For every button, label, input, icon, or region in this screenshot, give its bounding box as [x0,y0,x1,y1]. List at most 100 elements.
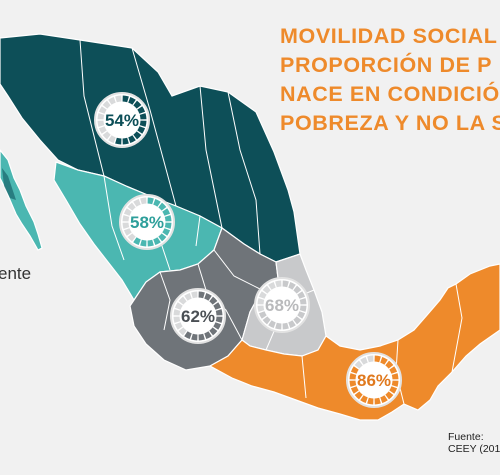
donut-segment [268,320,276,329]
title-line-4: POBREZA Y NO LA S [280,111,500,135]
donut-segment [173,316,181,323]
donut-segment [350,366,359,374]
donut-segment [299,305,307,312]
donut-segment [137,126,146,134]
donut-segment [293,316,302,325]
donut-segment [215,316,223,323]
donut-segment [360,356,368,365]
badge-ring [257,280,307,330]
donut-segment [367,355,374,363]
donut-segment [262,316,271,325]
donut-segment [102,100,111,109]
badge-sur: 86% [346,352,402,408]
donut-segment [391,380,399,387]
donut-segment [209,296,218,305]
badge-value-label: 54% [105,111,139,130]
donut-segment [275,322,282,330]
donut-segment [191,291,198,299]
donut-segment [191,333,198,341]
donut-segment [115,137,122,145]
donut-segment [140,197,147,205]
donut-segment [108,135,116,144]
donut-segment [257,298,265,305]
donut-segment [158,233,167,242]
donut-segment [354,391,363,400]
region-sur[interactable] [208,263,500,421]
donut-segment [204,292,212,301]
donut-segment [123,208,132,216]
donut-segment [258,291,267,299]
donut-segment [354,360,363,369]
donut-segment [184,331,192,340]
donut-segment [367,397,374,405]
badge-ring [173,291,223,341]
donut-segment [360,395,368,404]
donut-segment [127,233,136,242]
donut-segment [288,320,296,329]
donut-segment [389,366,398,374]
title-line-2: PROPORCIÓN DE P [280,53,493,77]
donut-segment [97,120,105,127]
donut-segment [275,280,282,288]
donut-segment [153,237,161,246]
donut-segment [268,281,276,290]
donut-segment [178,296,187,305]
donut-segment [162,208,171,216]
donut-segment [122,222,130,229]
badge-value-label: 86% [357,371,391,390]
source-label: Fuente: [448,431,484,443]
donut-segment [147,239,154,247]
donut-segment [147,197,154,205]
donut-segment [133,131,142,140]
badge-ring [97,95,147,145]
donut-segment [122,137,129,145]
badge-centro: 68% [254,277,310,333]
donut-segment [380,395,388,404]
donut-segment [385,360,394,369]
badge-value-label: 62% [181,307,215,326]
badge-norte: 54% [94,92,150,148]
donut-segment [139,120,147,127]
donut-segment [198,333,205,341]
donut-segment [123,228,132,236]
donut-segment [174,302,183,310]
donut-segment [97,113,105,120]
donut-segment [297,311,306,319]
donut-segment [297,291,306,299]
donut-segment [98,106,107,114]
donut-segment [385,391,394,400]
donut-segment [137,106,146,114]
donut-segment [389,386,398,394]
donut-segment [215,309,223,316]
donut-segment [209,327,218,336]
donut-segment [139,113,147,120]
donut-segment [288,281,296,290]
donut-segment [350,386,359,394]
donut-segment [257,305,265,312]
donut-segment [391,373,399,380]
donut-segment [115,95,122,103]
donut-segment [299,298,307,305]
donut-segment [262,285,271,294]
badge-ring [122,197,172,247]
badge-ring [349,355,399,405]
title-line-1: MOVILIDAD SOCIAL [280,24,498,48]
region-baja-california [0,149,43,251]
donut-segment [282,322,289,330]
donut-segment [122,215,130,222]
donut-segment [374,355,381,363]
donut-segment [133,100,142,109]
donut-segment [293,285,302,294]
badge-value-label: 58% [130,213,164,232]
badge-norte-occidente: 58% [119,194,175,250]
title-line-3: NACE EN CONDICIÓ [280,82,500,106]
donut-segment [127,202,136,211]
donut-segment [164,222,172,229]
donut-segment [133,198,141,207]
donut-segment [204,331,212,340]
legend-label: ente [0,264,32,283]
donut-segment [162,228,171,236]
donut-segment [282,280,289,288]
donut-segment [98,126,107,134]
